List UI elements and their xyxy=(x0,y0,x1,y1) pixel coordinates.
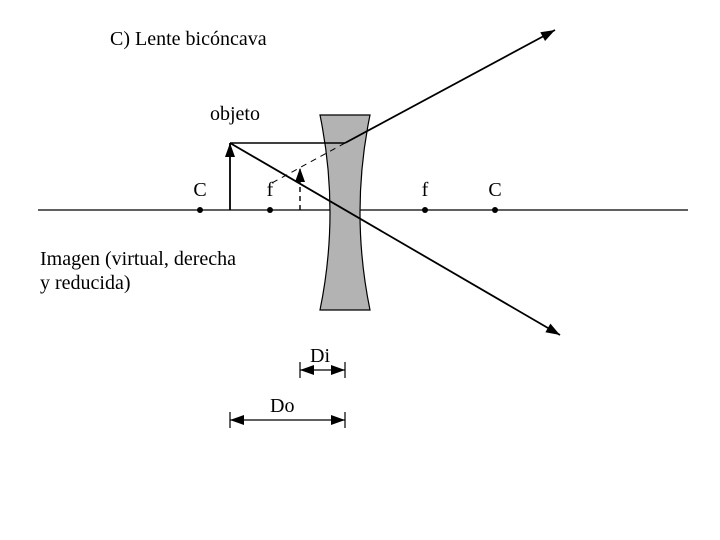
dimension-do-label: Do xyxy=(270,395,294,417)
axis-point-label: C xyxy=(488,179,501,201)
diagram-title: C) Lente bicóncava xyxy=(110,28,267,50)
axis-point-label: C xyxy=(193,179,206,201)
image-label: Imagen (virtual, derecha xyxy=(40,248,236,270)
object-label: objeto xyxy=(210,103,260,125)
axis-point-label: f xyxy=(422,179,429,201)
image-label: y reducida) xyxy=(40,272,131,294)
dimension-di-label: Di xyxy=(310,345,330,367)
